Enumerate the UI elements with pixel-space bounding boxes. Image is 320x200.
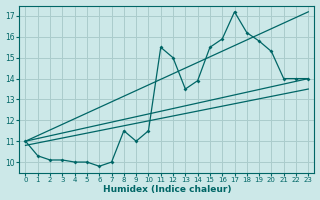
X-axis label: Humidex (Indice chaleur): Humidex (Indice chaleur) <box>103 185 231 194</box>
